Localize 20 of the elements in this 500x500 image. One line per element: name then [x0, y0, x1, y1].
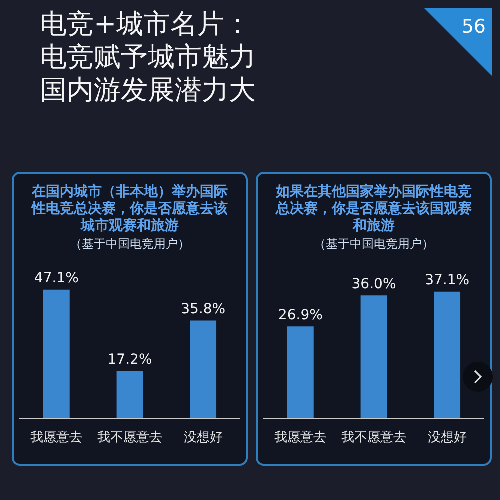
- data-label: 35.8%: [181, 301, 226, 318]
- x-tick-label: 我愿意去: [274, 430, 327, 446]
- data-label: 37.1%: [425, 272, 470, 289]
- text: 国内游发展潜力大: [40, 74, 256, 107]
- x-tick-label: 我愿意去: [30, 430, 83, 446]
- chart-subtitle: （基于中国电竞用户）: [69, 236, 191, 253]
- x-tick-label: 没想好: [428, 430, 467, 446]
- x-tick-label: 没想好: [184, 430, 223, 446]
- data-label: 26.9%: [278, 307, 323, 324]
- text: 电竞+城市名片：: [40, 8, 252, 41]
- chart-title: 在国内城市（非本地）举办国际性电竞总决赛，你是否愿意去该城市观赛和旅游: [30, 182, 229, 235]
- chart-subtitle: （基于中国电竞用户）: [313, 236, 435, 253]
- text: 电竞赋予城市魅力: [40, 41, 256, 74]
- chart-title: 如果在其他国家举办国际性电竞总决赛，你是否愿意去该国观赛和旅游: [274, 182, 473, 235]
- x-tick-label: 我不愿意去: [98, 430, 162, 446]
- data-label: 17.2%: [108, 352, 152, 368]
- data-label: 47.1%: [34, 270, 79, 287]
- x-tick-label: 我不愿意去: [342, 430, 406, 446]
- data-label: 36.0%: [352, 276, 396, 292]
- text: 56: [462, 16, 486, 38]
